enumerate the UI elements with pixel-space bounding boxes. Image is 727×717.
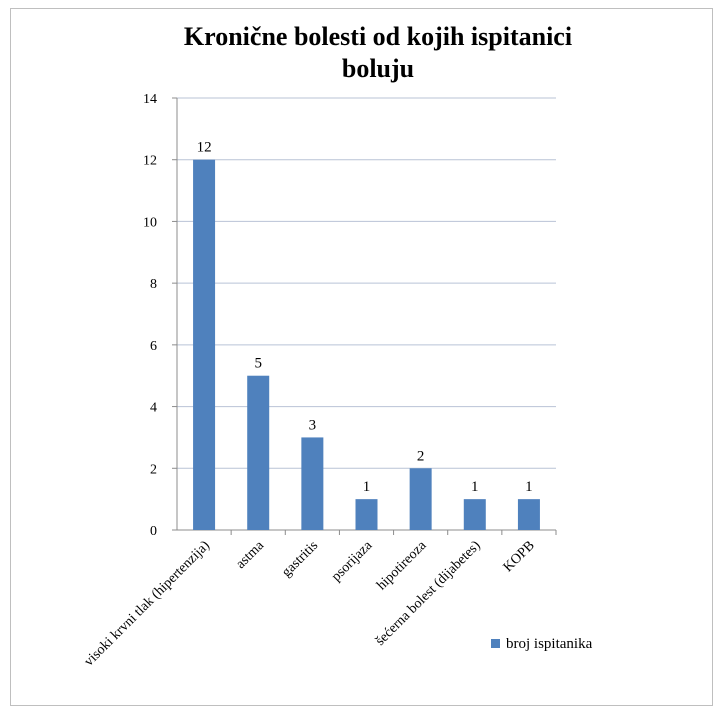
y-tick-label: 2 [150,462,157,477]
data-label-6: 1 [471,479,479,495]
legend: broj ispitanika [491,636,593,652]
y-tick-label: 12 [143,154,157,169]
data-label-7: 1 [525,479,533,495]
chart-frame [10,8,713,706]
category-label-7: KOPB [501,538,538,575]
chart-title-line-1: Kronične bolesti od kojih ispitanici [184,22,572,51]
category-label-1: visoki krvni tlak (hipertenzija) [82,538,214,670]
category-label-3: gastritis [279,538,321,580]
y-tick-label: 6 [150,339,157,354]
bar-6 [463,499,486,530]
gridlines [177,97,556,469]
bar-7 [517,499,540,530]
category-label-4: psorijaza [329,538,376,585]
bar-2 [247,375,270,530]
data-label-1: 12 [197,140,212,156]
data-label-3: 3 [309,417,317,433]
legend-swatch [491,639,500,648]
bar-5 [409,468,432,530]
data-label-5: 2 [417,448,425,464]
category-label-5: hipotireoza [374,538,430,594]
axes [172,97,557,535]
legend-label: broj ispitanika [506,636,593,652]
bar-3 [301,437,324,530]
y-tick-label: 10 [143,215,157,230]
bar-1 [193,159,216,530]
data-label-2: 5 [254,356,262,372]
chart-title-line-2: boluju [342,54,414,83]
y-tick-label: 4 [150,401,157,416]
category-label-6: šećerna bolest (dijabetes) [373,538,484,649]
bars [193,159,540,530]
y-tick-label: 14 [143,92,157,107]
y-tick-label: 0 [150,524,157,539]
category-label-2: astma [233,538,267,572]
y-tick-label: 8 [150,277,157,292]
bar-4 [355,499,378,530]
data-label-4: 1 [363,479,371,495]
